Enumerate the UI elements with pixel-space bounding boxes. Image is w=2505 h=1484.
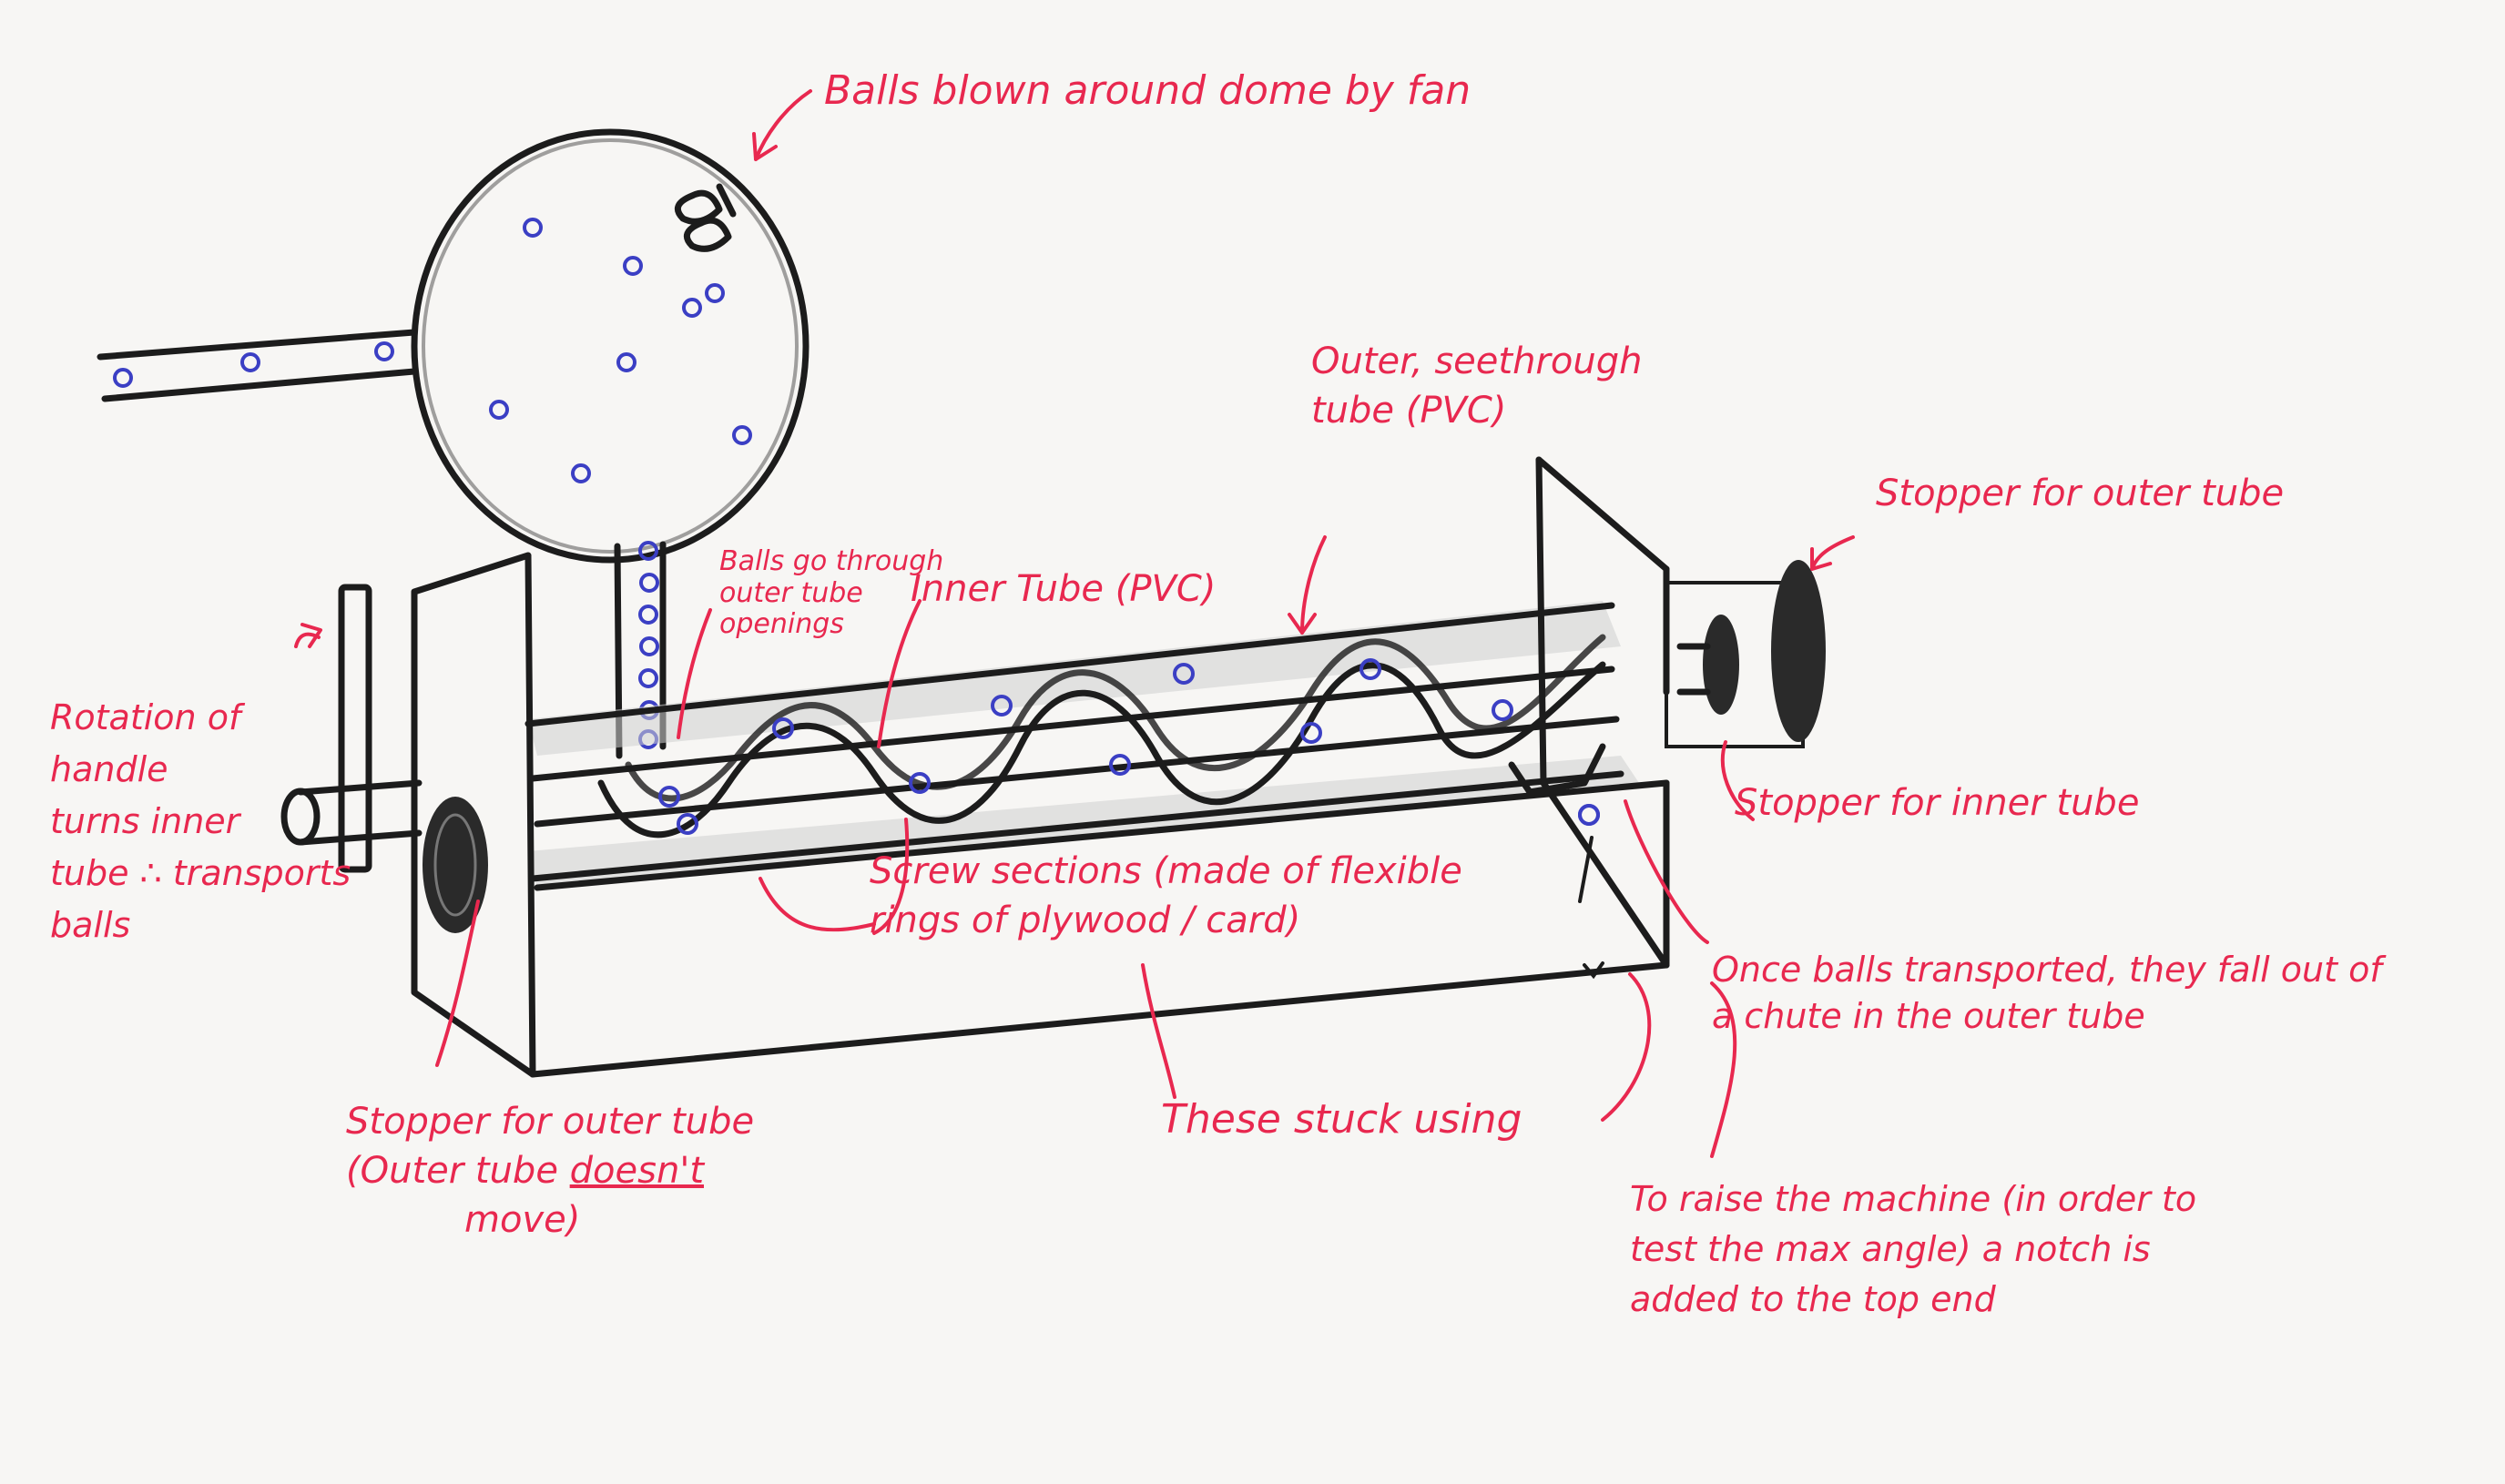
fan-icon — [674, 183, 737, 252]
label-outer-tube: Outer, seethrough tube (PVC) — [1311, 341, 1643, 432]
label-stopper-outer-left-line2b: doesn't — [569, 1150, 704, 1192]
label-balls-fall-out: Once balls transported, they fall out of… — [1712, 950, 2382, 1037]
label-fan-dome: Balls blown around dome by fan — [824, 67, 1471, 114]
label-rotation-handle: Rotation of handle turns inner tube ∴ tr… — [50, 697, 351, 945]
label-stopper-outer-left-line1: Stopper for outer tube — [346, 1101, 755, 1143]
dome — [411, 128, 810, 564]
label-screw-sections: Screw sections (made of flexible rings o… — [870, 850, 1462, 941]
label-stopper-outer-right: Stopper for outer tube — [1876, 473, 2285, 514]
chute — [1508, 743, 1606, 903]
stopper-outer-left — [423, 797, 488, 933]
label-raise-machine: To raise the machine (in order to test t… — [1630, 1179, 2197, 1320]
handle — [280, 584, 423, 873]
outer-tube — [524, 601, 1639, 888]
label-balls-go-through: Balls go through outer tube openings — [719, 545, 944, 640]
label-stuck-using: These stuck using — [1161, 1096, 1522, 1143]
label-stopper-outer-left-line2a: (Outer tube — [346, 1150, 570, 1192]
label-stopper-outer-left: Stopper for outer tube (Outer tube doesn… — [346, 1097, 754, 1245]
label-stopper-inner: Stopper for inner tube — [1735, 782, 2140, 824]
inner-tube — [529, 666, 1620, 828]
annotation-arrows — [294, 89, 1855, 1158]
balls-in-dome — [113, 218, 752, 483]
screw-sections — [597, 634, 1606, 839]
stopper-inner — [1676, 615, 1739, 715]
label-stopper-outer-left-line3: move) — [464, 1199, 581, 1241]
stopper-outer-right — [1771, 560, 1826, 742]
input-tube — [97, 329, 418, 402]
label-inner-tube: Inner Tube (PVC) — [911, 568, 1217, 610]
base-box — [411, 456, 1670, 1078]
